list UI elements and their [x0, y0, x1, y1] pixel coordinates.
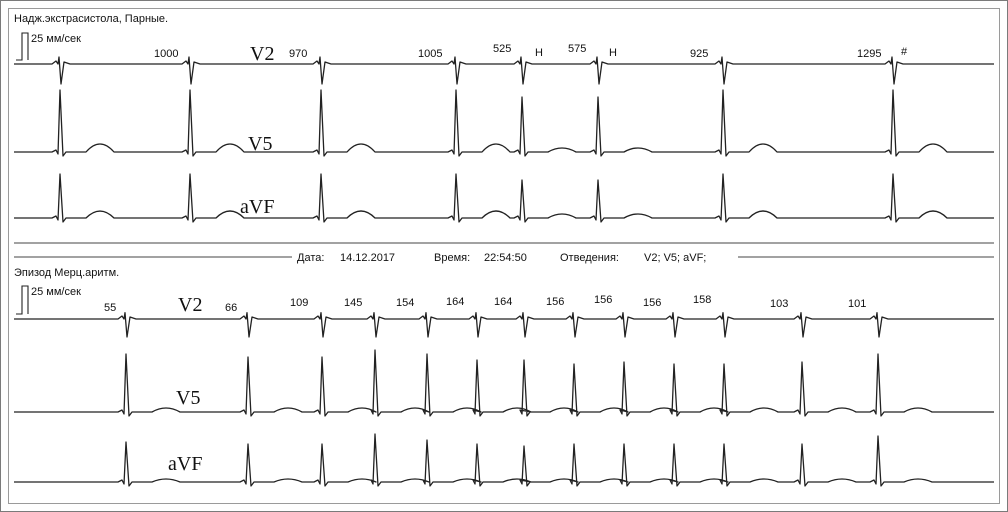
top-v2-trace — [14, 56, 994, 85]
top-speed-label: 25 мм/сек — [31, 33, 81, 45]
date-value: 14.12.2017 — [340, 252, 395, 264]
top-avf-trace — [14, 173, 994, 223]
bottom-interval-label: 154 — [396, 297, 414, 309]
top-panel-title: Надж.экстрасистола, Парные. — [14, 13, 168, 25]
bottom-avf-trace — [14, 433, 994, 487]
bottom-interval-label: 164 — [446, 296, 464, 308]
bottom-v2-trace — [14, 312, 994, 338]
bottom-interval-label: 145 — [344, 297, 362, 309]
top-interval-label: 1295 — [857, 48, 881, 60]
top-calibration-pulse — [16, 32, 29, 61]
bottom-calibration-pulse — [16, 285, 29, 315]
top-lead-v5-label: V5 — [248, 133, 272, 155]
bottom-interval-label: 164 — [494, 296, 512, 308]
top-beat-marker: Н — [609, 47, 617, 59]
top-lead-avf-label: aVF — [240, 196, 274, 218]
bottom-lead-v5-label: V5 — [176, 387, 200, 409]
time-value: 22:54:50 — [484, 252, 527, 264]
bottom-speed-label: 25 мм/сек — [31, 286, 81, 298]
top-interval-label: 925 — [690, 48, 708, 60]
ecg-strip-panel — [8, 8, 1000, 504]
bottom-interval-label: 156 — [643, 297, 661, 309]
top-interval-label: 1000 — [154, 48, 178, 60]
bottom-interval-label: 158 — [693, 294, 711, 306]
bottom-v5-trace — [14, 349, 994, 417]
bottom-interval-label: 55 — [104, 302, 116, 314]
date-label: Дата: — [297, 252, 324, 264]
top-interval-label: 575 — [568, 43, 586, 55]
top-beat-marker: Н — [535, 47, 543, 59]
bottom-interval-label: 101 — [848, 298, 866, 310]
leads-value: V2; V5; aVF; — [644, 252, 706, 264]
ecg-traces — [14, 56, 994, 487]
top-interval-label: 1005 — [418, 48, 442, 60]
top-interval-label: 970 — [289, 48, 307, 60]
bottom-interval-label: 156 — [546, 296, 564, 308]
bottom-interval-label: 103 — [770, 298, 788, 310]
leads-label: Отведения: — [560, 252, 619, 264]
top-interval-label: 525 — [493, 43, 511, 55]
bottom-lead-v2-label: V2 — [178, 294, 202, 316]
bottom-interval-label: 66 — [225, 302, 237, 314]
bottom-lead-avf-label: aVF — [168, 453, 202, 475]
time-label: Время: — [434, 252, 470, 264]
top-beat-marker: # — [901, 46, 908, 58]
top-lead-v2-label: V2 — [250, 43, 274, 65]
bottom-interval-label: 109 — [290, 297, 308, 309]
bottom-panel-title: Эпизод Мерц.аритм. — [14, 267, 119, 279]
bottom-interval-label: 156 — [594, 294, 612, 306]
top-v5-trace — [14, 89, 994, 157]
